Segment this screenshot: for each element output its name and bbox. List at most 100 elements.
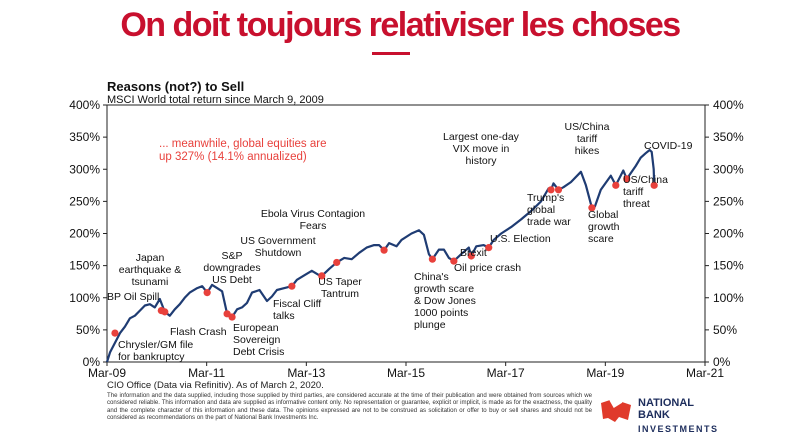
- event-label: Oil price crash: [454, 262, 521, 274]
- event-label: trade war: [527, 216, 571, 228]
- chart-subtitle: MSCI World total return since March 9, 2…: [107, 94, 324, 106]
- event-marker: [161, 308, 169, 316]
- national-bank-logo: NATIONAL BANK INVESTMENTS: [600, 394, 740, 436]
- event-label: China's: [414, 271, 449, 283]
- y-tick-label-right: 300%: [713, 162, 744, 176]
- event-marker: [467, 252, 475, 260]
- x-tick-label: Mar-15: [387, 366, 425, 380]
- x-tick-label: Mar-11: [188, 366, 225, 380]
- disclaimer: The information and the data supplied, i…: [107, 392, 592, 422]
- event-label: Brexit: [460, 247, 487, 259]
- event-label: history: [466, 155, 498, 167]
- event-label: threat: [623, 198, 650, 210]
- y-tick-label-right: 400%: [713, 98, 744, 112]
- event-label: US Government: [240, 235, 315, 247]
- event-label: tariff: [623, 186, 643, 198]
- y-tick-label-left: 400%: [69, 98, 100, 112]
- event-marker: [650, 181, 658, 189]
- logo-line-1: NATIONAL: [638, 397, 695, 409]
- event-label: 1000 points: [414, 307, 468, 319]
- event-label: U.S. Election: [490, 233, 551, 245]
- event-label: talks: [273, 310, 295, 322]
- headline: On doit toujours relativiser les choses: [120, 6, 681, 44]
- event-label: hikes: [575, 145, 600, 157]
- y-tick-label-left: 350%: [69, 130, 100, 144]
- chart-title: Reasons (not?) to Sell: [107, 79, 245, 94]
- national-bank-flag-icon: [601, 399, 631, 422]
- event-marker: [333, 258, 341, 267]
- y-tick-label-left: 100%: [69, 291, 100, 305]
- y-tick-label-right: 250%: [713, 194, 744, 208]
- x-tick-label: Mar-09: [88, 366, 126, 380]
- y-tick-label-right: 100%: [713, 291, 744, 305]
- msci-world-line: [105, 148, 656, 363]
- event-marker: [380, 246, 388, 254]
- y-tick-label-left: 50%: [76, 323, 100, 337]
- event-label: Trump's: [527, 192, 564, 204]
- event-marker: [588, 204, 596, 212]
- event-marker: [485, 244, 493, 252]
- y-tick-label-right: 50%: [713, 323, 737, 337]
- event-marker: [428, 255, 437, 263]
- event-label: S&P: [221, 250, 242, 262]
- event-marker: [228, 313, 236, 321]
- event-label: Sovereign: [233, 334, 280, 346]
- x-tick-label: Mar-21: [686, 366, 724, 380]
- x-tick-label: Mar-13: [287, 366, 325, 380]
- msci-world-chart: 0% 0% 50% 50% 100% 100% 150% 150% 200% 200% 250% 25…: [69, 98, 744, 380]
- event-marker: [612, 181, 620, 189]
- event-marker: [318, 272, 326, 280]
- event-label: Flash Crash: [170, 326, 227, 338]
- event-label: Global: [588, 209, 618, 221]
- x-tick-label: Mar-19: [586, 366, 624, 380]
- event-marker: [623, 175, 631, 183]
- y-tick-label-left: 300%: [69, 162, 100, 176]
- event-marker: [203, 289, 211, 297]
- event-label: global: [527, 204, 555, 216]
- event-marker: [450, 257, 458, 265]
- callout-text: up 327% (14.1% annualized): [159, 151, 307, 163]
- event-label: for bankruptcy: [118, 351, 185, 363]
- event-label: Shutdown: [255, 247, 302, 259]
- event-label: US Debt: [212, 274, 252, 286]
- event-label: Japan: [136, 252, 165, 264]
- logo-line-3: INVESTMENTS: [638, 424, 719, 434]
- event-marker: [111, 329, 119, 337]
- y-tick-label-right: 350%: [713, 130, 744, 144]
- event-label: Fears: [300, 220, 327, 232]
- event-label: plunge: [414, 319, 446, 331]
- event-label: growth: [588, 221, 620, 233]
- y-tick-label-right: 150%: [713, 259, 744, 273]
- event-label: growth scare: [414, 283, 474, 295]
- event-label: scare: [588, 233, 614, 245]
- logo-wordmark: NATIONAL BANK: [638, 397, 695, 421]
- event-label: & Dow Jones: [414, 295, 476, 307]
- headline-underline: [372, 52, 410, 55]
- y-tick-label-left: 0%: [83, 355, 101, 369]
- event-label: European: [233, 322, 279, 334]
- y-tick-label-right: 200%: [713, 227, 744, 241]
- event-marker: [554, 186, 563, 194]
- event-label: US/China: [565, 121, 610, 133]
- event-label: Tantrum: [321, 288, 359, 300]
- event-label: downgrades: [203, 262, 260, 274]
- event-label: Debt Crisis: [233, 346, 284, 358]
- event-label: US/China: [623, 174, 668, 186]
- x-tick-label: Mar-17: [487, 366, 525, 380]
- y-tick-label-left: 200%: [69, 227, 100, 241]
- y-tick-label-left: 150%: [69, 259, 100, 273]
- event-label: VIX move in: [453, 143, 510, 155]
- event-label: earthquake &: [119, 264, 181, 276]
- source-note: CIO Office (Data via Refinitiv). As of M…: [107, 380, 324, 391]
- event-label: tariff: [577, 133, 597, 145]
- callout-text: ... meanwhile, global equities are: [159, 138, 327, 150]
- y-tick-label-left: 250%: [69, 194, 100, 208]
- event-label: COVID-19: [644, 140, 693, 152]
- logo-line-2: BANK: [638, 408, 670, 421]
- event-label: US Taper: [318, 276, 362, 288]
- event-label: BP Oil Spill: [107, 291, 159, 303]
- event-marker: [288, 282, 296, 290]
- event-marker: [547, 186, 555, 194]
- event-label: Ebola Virus Contagion: [261, 208, 365, 220]
- event-label: Chrysler/GM file: [118, 339, 193, 351]
